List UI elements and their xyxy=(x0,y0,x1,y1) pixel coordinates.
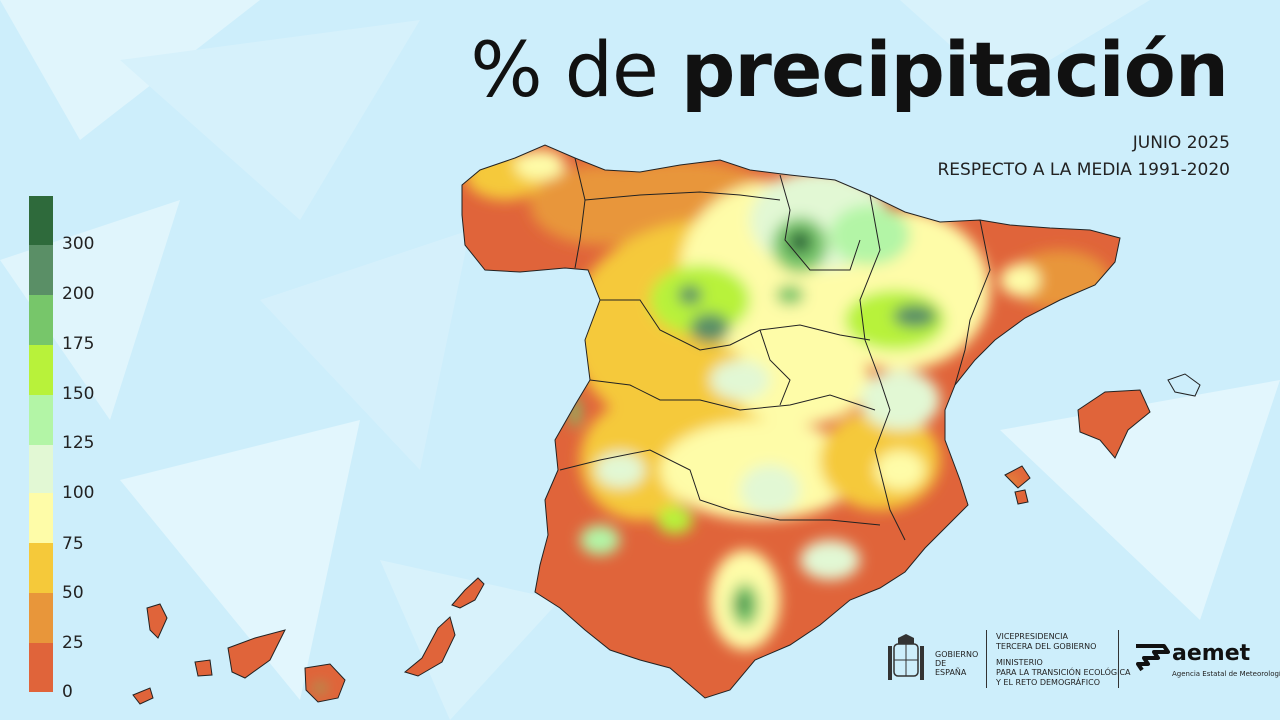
logo-divider xyxy=(986,630,987,688)
legend-swatch xyxy=(29,196,53,245)
legend-label: 25 xyxy=(62,633,84,653)
coat-of-arms-icon xyxy=(888,634,924,680)
legend-swatch xyxy=(29,245,53,295)
ministerio-line: Y EL RETO DEMOGRÁFICO xyxy=(996,678,1100,687)
subtitle-month: JUNIO 2025 xyxy=(1132,133,1230,153)
ministerio-line: PARA LA TRANSICIÓN ECOLÓGICA xyxy=(996,668,1131,677)
legend-label: 200 xyxy=(62,284,95,304)
vicepresidencia-line: TERCERA DEL GOBIERNO xyxy=(996,642,1097,651)
legend-label: 0 xyxy=(62,682,73,702)
region-borders xyxy=(461,144,1121,699)
title-bold: precipitación xyxy=(680,25,1229,114)
ministerio-line: MINISTERIO xyxy=(996,658,1043,667)
legend-swatch xyxy=(29,543,53,593)
legend-label: 300 xyxy=(62,234,95,254)
subtitle-reference: RESPECTO A LA MEDIA 1991-2020 xyxy=(937,160,1230,180)
legend-label: 50 xyxy=(62,583,84,603)
legend-label: 125 xyxy=(62,433,95,453)
legend-label: 75 xyxy=(62,534,84,554)
legend-swatch xyxy=(29,643,53,692)
islands-outline xyxy=(132,373,1201,705)
legend-swatch xyxy=(29,445,53,493)
aemet-name: aemet xyxy=(1172,641,1251,666)
legend-swatch xyxy=(29,395,53,445)
legend-swatch xyxy=(29,593,53,643)
precipitation-legend xyxy=(29,196,53,692)
logo-divider xyxy=(1118,630,1119,688)
aemet-subtitle: Agencia Estatal de Meteorología xyxy=(1172,670,1280,678)
vicepresidencia-line: VICEPRESIDENCIA xyxy=(996,632,1068,641)
legend-label: 150 xyxy=(62,384,95,404)
page-title: % de precipitación xyxy=(470,22,1229,118)
legend-swatch xyxy=(29,493,53,543)
legend-label: 175 xyxy=(62,334,95,354)
institution-logos: GOBIERNO DE ESPAÑA VICEPRESIDENCIA TERCE… xyxy=(880,626,1280,696)
gobierno-text: GOBIERNO DE ESPAÑA xyxy=(935,650,979,677)
title-light: % de xyxy=(470,25,658,114)
legend-swatch xyxy=(29,295,53,345)
legend-label: 100 xyxy=(62,483,95,503)
legend-swatch xyxy=(29,345,53,395)
aemet-logo-icon xyxy=(1136,644,1170,672)
